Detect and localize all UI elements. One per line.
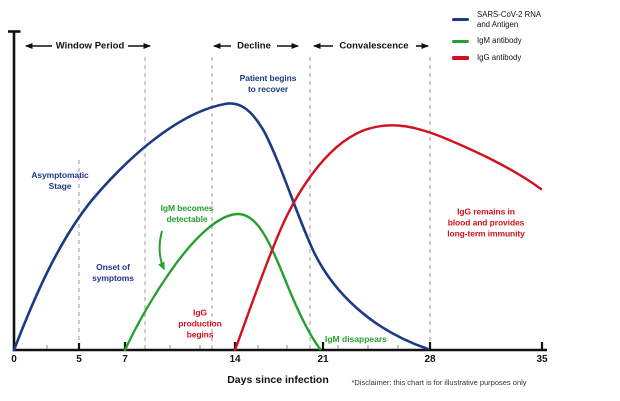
legend-item-igm: IgM antibody — [452, 36, 541, 46]
phase-label-window-period: Window Period — [55, 40, 125, 52]
x-tick-14: 14 — [229, 354, 241, 365]
x-tick-7: 7 — [122, 354, 128, 365]
legend-label-igg: IgG antibody — [477, 53, 522, 63]
phase-label-convalescence: Convalescence — [339, 40, 409, 52]
x-tick-5: 5 — [76, 354, 82, 365]
annotation-onset-of-symptoms: Onset of symptoms — [92, 261, 134, 283]
legend-item-rna-antigen: SARS-CoV-2 RNA and Antigen — [452, 10, 541, 29]
igm-curve — [123, 212, 322, 352]
disclaimer-text: *Disclaimer: this chart is for illustrat… — [351, 378, 527, 387]
igm-line-swatch-icon — [452, 39, 469, 43]
legend: SARS-CoV-2 RNA and Antigen IgM antibody … — [452, 10, 541, 70]
legend-label-rna-antigen: SARS-CoV-2 RNA and Antigen — [477, 10, 542, 29]
x-tick-35: 35 — [536, 354, 548, 365]
annotation-igg-remains: IgG remains in blood and provides long-t… — [447, 206, 525, 239]
axes — [8, 30, 547, 352]
legend-item-igg: IgG antibody — [452, 53, 541, 63]
igg-line-swatch-icon — [452, 56, 469, 60]
annotation-asymptomatic-stage: Asymptomatic Stage — [31, 169, 89, 191]
dashed-gridlines — [78, 57, 431, 349]
x-tick-28: 28 — [424, 354, 436, 365]
annotation-igm-detectable: IgM becomes detectable — [160, 202, 214, 224]
igm-detectable-arrow-icon — [158, 230, 165, 271]
x-axis-major-ticks — [77, 342, 544, 351]
phase-label-decline: Decline — [237, 40, 271, 52]
rna-antigen-curve — [12, 102, 430, 352]
legend-label-igm: IgM antibody — [477, 36, 522, 46]
annotation-patient-recovers: Patient begins to recover — [239, 72, 297, 94]
x-tick-0: 0 — [11, 354, 17, 365]
x-axis-label: Days since infection — [227, 374, 329, 386]
x-axis-minor-ticks — [46, 345, 399, 349]
annotation-igg-begins: IgG production begins — [178, 307, 222, 340]
rna-antigen-line-swatch-icon — [452, 18, 469, 22]
igg-curve — [233, 124, 543, 352]
x-tick-21: 21 — [317, 354, 329, 365]
annotation-igm-disappears: IgM disappears — [325, 334, 387, 344]
